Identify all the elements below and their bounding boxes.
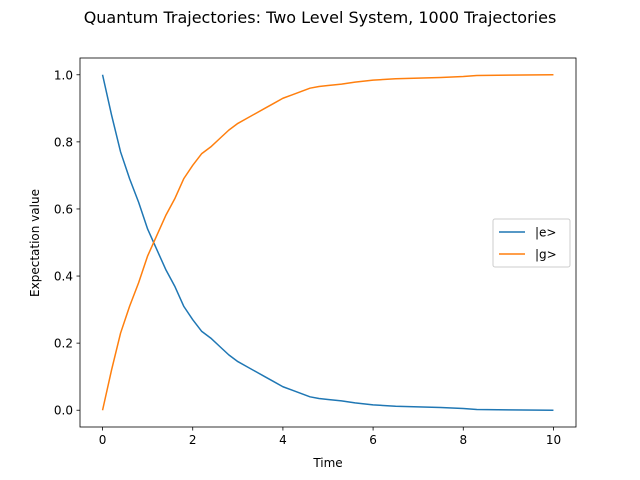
legend-box — [492, 218, 571, 268]
x-tick-label: 4 — [279, 433, 287, 447]
y-tick-label: 1.0 — [54, 68, 73, 82]
y-tick-label: 0.8 — [54, 135, 73, 149]
axes-frame — [79, 57, 577, 428]
axes-layer: 0 2 4 6 8 10 0.0 0.2 0.4 0.6 0.8 1.0 — [54, 57, 577, 447]
legend: |e> |g> — [492, 218, 571, 268]
y-tick-label: 0.4 — [54, 270, 73, 284]
y-axis-label: Expectation value — [28, 189, 42, 297]
x-axis-label: Time — [312, 456, 342, 470]
x-tick-label: 2 — [189, 433, 197, 447]
x-tick-label: 0 — [99, 433, 107, 447]
y-tick-label: 0.0 — [54, 404, 73, 418]
series-line-1 — [101, 74, 554, 411]
x-tick-label: 6 — [369, 433, 377, 447]
x-tick-label: 8 — [459, 433, 467, 447]
chart-title: Quantum Trajectories: Two Level System, … — [84, 8, 557, 27]
y-tick-label: 0.6 — [54, 202, 73, 216]
legend-label-1: |g> — [535, 248, 557, 262]
series-line-0 — [101, 74, 554, 411]
x-tick-label: 10 — [546, 433, 561, 447]
y-tick-label: 0.2 — [54, 337, 73, 351]
legend-label-0: |e> — [535, 226, 556, 240]
series-layer — [101, 74, 554, 411]
